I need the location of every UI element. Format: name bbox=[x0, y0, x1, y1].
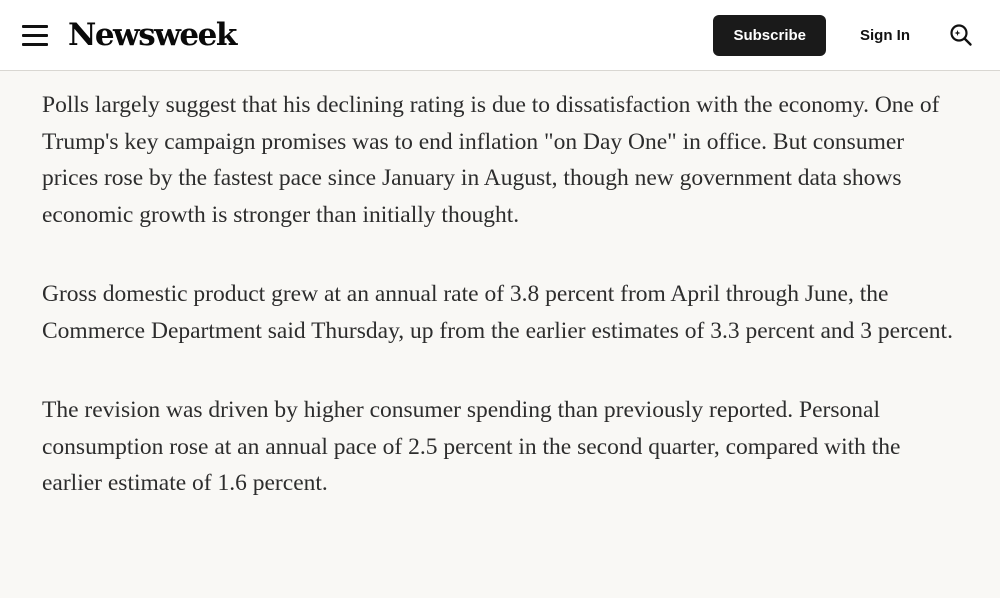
sign-in-link[interactable]: Sign In bbox=[860, 26, 910, 44]
article-paragraph-3: The revision was driven by higher consum… bbox=[42, 397, 901, 496]
subscribe-button[interactable]: Subscribe bbox=[713, 14, 826, 56]
menu-bar-3 bbox=[22, 42, 48, 46]
search-icon[interactable] bbox=[946, 21, 974, 49]
hamburger-menu-icon[interactable] bbox=[22, 23, 52, 47]
article-body: Polls largely suggest that his declining… bbox=[0, 71, 1000, 502]
header-actions: Subscribe Sign In bbox=[713, 14, 974, 56]
menu-bar-2 bbox=[22, 33, 48, 37]
sparkle-glyph bbox=[954, 30, 961, 36]
menu-bar-1 bbox=[22, 24, 48, 28]
newsweek-logo[interactable]: Newsweek bbox=[68, 17, 237, 53]
article-paragraph-2: Gross domestic product grew at an annual… bbox=[42, 281, 953, 344]
magnifier-glyph bbox=[950, 24, 972, 46]
site-header: Newsweek Subscribe Sign In bbox=[0, 0, 1000, 71]
article-paragraph-1: Polls largely suggest that his declining… bbox=[42, 92, 940, 228]
